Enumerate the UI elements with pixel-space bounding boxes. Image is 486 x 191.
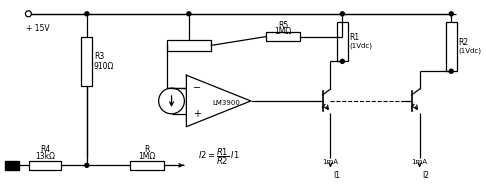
Circle shape xyxy=(450,12,453,16)
Text: 1MΩ: 1MΩ xyxy=(139,152,156,161)
Text: (1Vdc): (1Vdc) xyxy=(458,47,481,54)
Bar xyxy=(446,22,457,71)
Bar xyxy=(337,22,348,61)
Text: +: + xyxy=(193,109,201,119)
Circle shape xyxy=(85,12,89,16)
Text: −: − xyxy=(193,83,201,93)
Text: (1Vdc): (1Vdc) xyxy=(349,42,372,49)
Bar xyxy=(30,161,61,170)
Text: $I2 = \dfrac{R1}{R2}\ I1$: $I2 = \dfrac{R1}{R2}\ I1$ xyxy=(198,146,240,167)
Text: R: R xyxy=(144,145,150,155)
Bar xyxy=(82,36,92,86)
Text: LM3900: LM3900 xyxy=(212,100,241,106)
Text: I2: I2 xyxy=(423,171,430,180)
Circle shape xyxy=(85,163,89,167)
Circle shape xyxy=(340,12,345,16)
Text: R3: R3 xyxy=(94,52,104,61)
Text: I1: I1 xyxy=(333,171,341,180)
Text: R2: R2 xyxy=(458,38,469,47)
Circle shape xyxy=(340,59,345,63)
Text: + 15V: + 15V xyxy=(26,24,50,33)
Text: 1MΩ: 1MΩ xyxy=(274,27,292,36)
Text: 1mA: 1mA xyxy=(412,159,428,165)
Bar xyxy=(5,161,18,170)
Text: 1mA: 1mA xyxy=(323,159,338,165)
Bar xyxy=(130,161,164,170)
Bar xyxy=(266,32,300,41)
Bar xyxy=(167,40,210,51)
Text: R4: R4 xyxy=(40,145,51,155)
Text: 13kΩ: 13kΩ xyxy=(35,152,55,161)
Text: 910Ω: 910Ω xyxy=(94,62,114,71)
Text: R1: R1 xyxy=(349,33,360,42)
Circle shape xyxy=(450,69,453,73)
Text: R5: R5 xyxy=(278,21,288,30)
Circle shape xyxy=(187,12,191,16)
